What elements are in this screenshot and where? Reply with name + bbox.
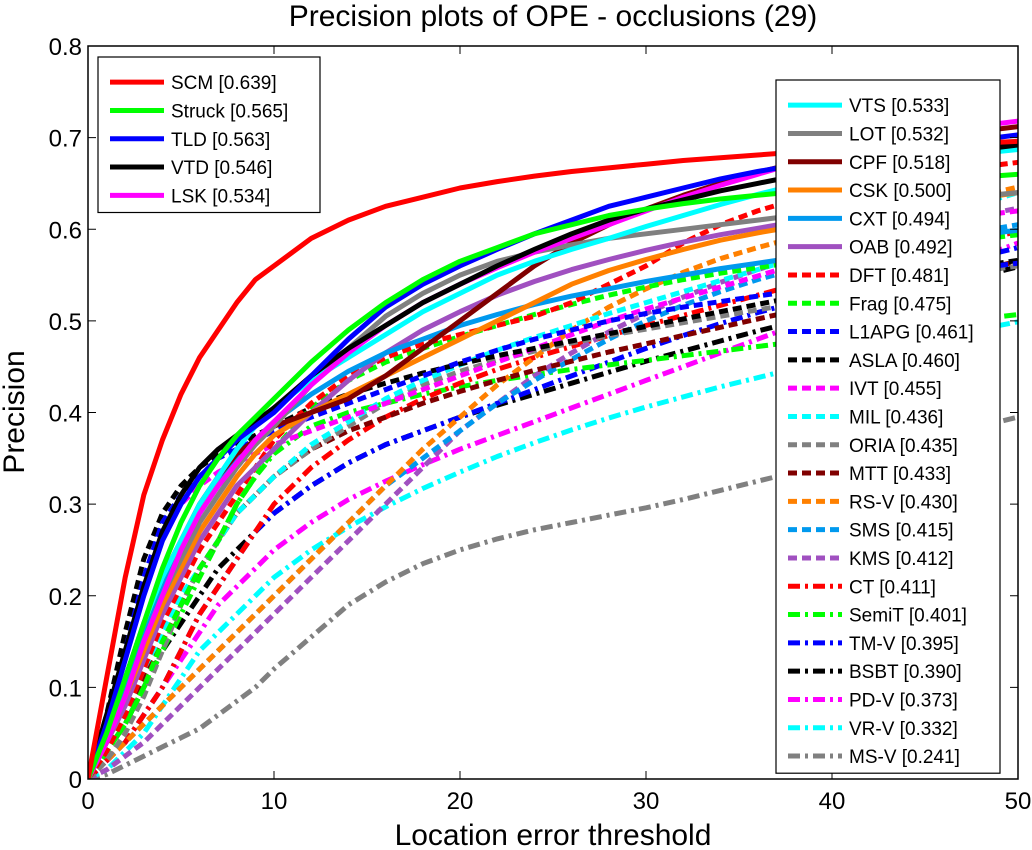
- legend-label-28: MS-V [0.241]: [849, 747, 960, 768]
- legend-label-1: Struck [0.565]: [171, 101, 288, 122]
- y-tick-label: 0: [69, 767, 82, 794]
- legend-label-9: CXT [0.494]: [849, 209, 950, 230]
- series-line-22: [88, 229, 1018, 779]
- legend-label-18: MTT [0.433]: [849, 464, 951, 485]
- legend-label-0: SCM [0.639]: [171, 73, 277, 94]
- legend-label-26: PD-V [0.373]: [849, 690, 958, 711]
- legend-label-6: LOT [0.532]: [849, 124, 949, 145]
- legend-label-3: VTD [0.546]: [171, 158, 272, 179]
- legend-label-14: ASLA [0.460]: [849, 351, 960, 372]
- y-tick-label: 0.7: [49, 126, 82, 153]
- legend-label-22: CT [0.411]: [849, 577, 936, 598]
- y-tick-label: 0.8: [49, 34, 82, 61]
- legend-label-4: LSK [0.534]: [171, 186, 270, 207]
- y-tick-label: 0.2: [49, 584, 82, 611]
- legend-label-21: KMS [0.412]: [849, 549, 954, 570]
- legend-label-10: OAB [0.492]: [849, 238, 953, 259]
- x-tick-label: 10: [261, 788, 288, 815]
- legend-label-13: L1APG [0.461]: [849, 323, 974, 344]
- y-tick-label: 0.6: [49, 217, 82, 244]
- legend-label-5: VTS [0.533]: [849, 96, 949, 117]
- y-tick-label: 0.3: [49, 492, 82, 519]
- legend-left: SCM [0.639] Struck [0.565] TLD [0.563] VTD …: [97, 56, 321, 214]
- x-tick-label: 20: [447, 788, 474, 815]
- series-line-28: [88, 414, 1018, 779]
- axis-ticks: 0 10 20 30 40 50 0 0.1 0.2 0.3 0.4 0.5 0.6 0.7 0.8: [49, 34, 1032, 815]
- legend-label-23: SemiT [0.401]: [849, 606, 967, 627]
- chart-title: Precision plots of OPE - occlusions (29): [289, 0, 818, 33]
- series-line-25: [88, 264, 1018, 779]
- y-tick-label: 0.4: [49, 401, 82, 428]
- x-tick-label: 0: [81, 788, 94, 815]
- legend-right: VTS [0.533] LOT [0.532] CPF [0.518] CSK [0.…: [775, 79, 1001, 774]
- x-tick-label: 30: [633, 788, 660, 815]
- legend-right-box: [775, 79, 1001, 774]
- legend-label-15: IVT [0.455]: [849, 379, 942, 400]
- legend-label-12: Frag [0.475]: [849, 294, 951, 315]
- legend-label-25: BSBT [0.390]: [849, 662, 962, 683]
- series-line-11: [88, 159, 1018, 779]
- legend-label-2: TLD [0.563]: [171, 130, 270, 151]
- y-tick-label: 0.5: [49, 309, 82, 336]
- x-tick-label: 50: [1005, 788, 1032, 815]
- legend-label-8: CSK [0.500]: [849, 181, 951, 202]
- legend-label-19: RS-V [0.430]: [849, 492, 958, 513]
- y-axis-label: Precision: [0, 350, 31, 473]
- y-tick-label: 0.1: [49, 675, 82, 702]
- legend-label-24: TM-V [0.395]: [849, 634, 959, 655]
- legend-label-11: DFT [0.481]: [849, 266, 949, 287]
- x-tick-label: 40: [819, 788, 846, 815]
- legend-label-27: VR-V [0.332]: [849, 719, 958, 740]
- legend-label-20: SMS [0.415]: [849, 521, 954, 542]
- legend-label-16: MIL [0.436]: [849, 407, 943, 428]
- legend-label-17: ORIA [0.435]: [849, 436, 958, 457]
- legend-label-7: CPF [0.518]: [849, 153, 950, 174]
- x-axis-label: Location error threshold: [395, 819, 712, 850]
